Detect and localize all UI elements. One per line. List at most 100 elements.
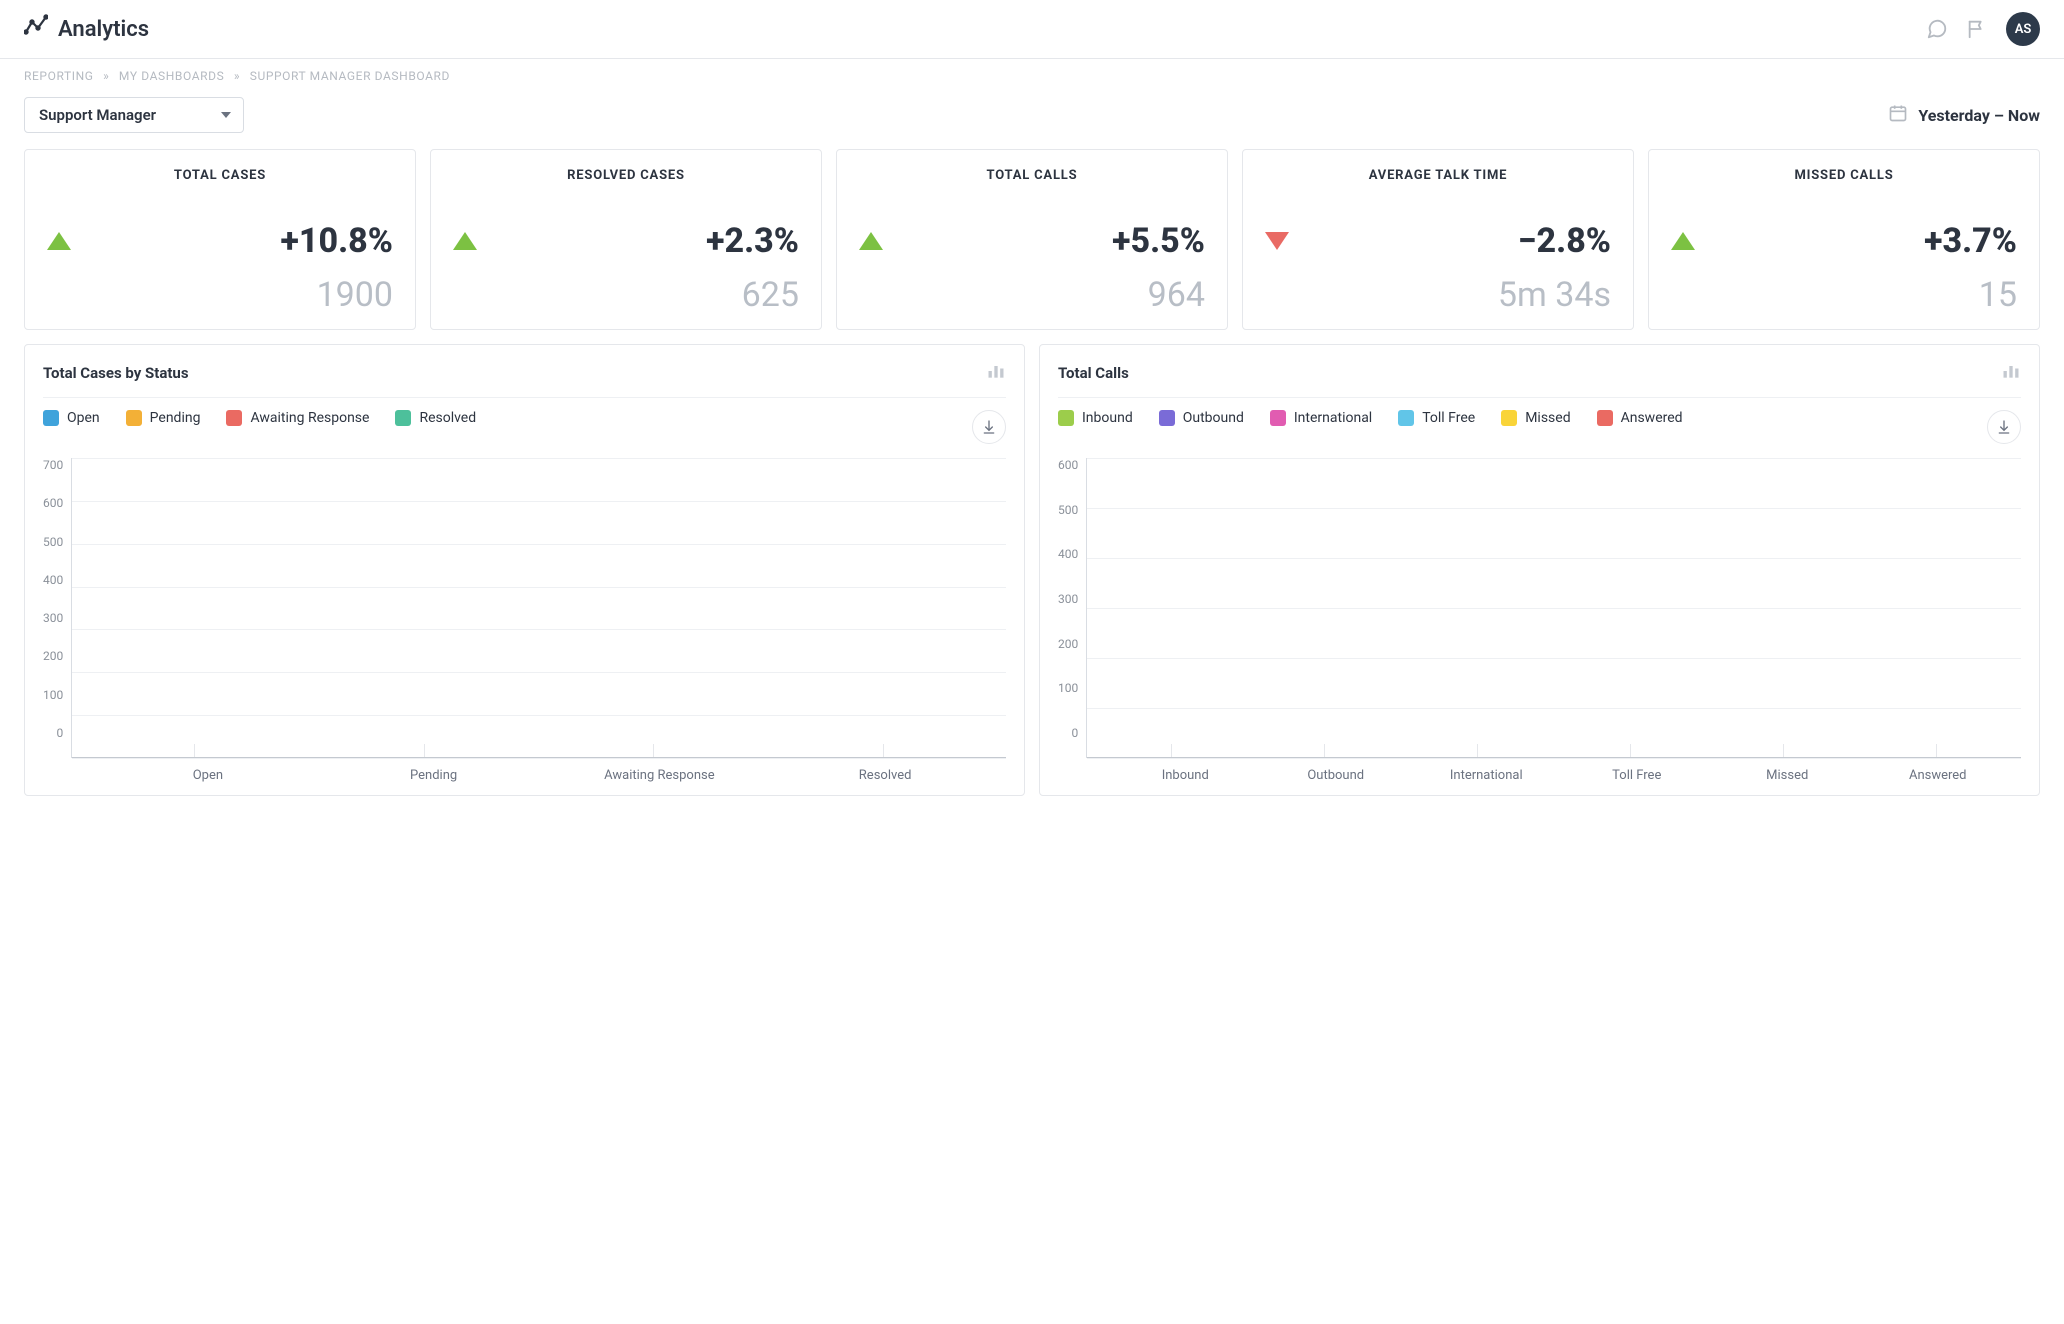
y-tick-label: 600 — [1058, 458, 1078, 472]
kpi-row: TOTAL CASES +10.8% 1900 RESOLVED CASES +2.3%… — [0, 149, 2064, 330]
flag-icon[interactable] — [1966, 18, 1988, 40]
x-tick-label: International — [1411, 768, 1562, 783]
legend-item[interactable]: International — [1270, 410, 1372, 426]
y-tick-label: 300 — [43, 611, 63, 625]
legend: Inbound Outbound International Toll Free Mis… — [1058, 410, 1975, 426]
kpi-value: 5m 34s — [1265, 275, 1611, 315]
kpi-card[interactable]: MISSED CALLS +3.7% 15 — [1648, 149, 2040, 330]
kpi-card[interactable]: TOTAL CALLS +5.5% 964 — [836, 149, 1228, 330]
kpi-delta: −2.8% — [1303, 221, 1611, 261]
breadcrumb: REPORTING » MY DASHBOARDS » SUPPORT MANA… — [0, 59, 2064, 89]
x-tick-label: Resolved — [772, 768, 998, 783]
trend-up-icon — [859, 232, 883, 250]
trend-down-icon — [1265, 232, 1289, 250]
legend-item[interactable]: Answered — [1597, 410, 1683, 426]
legend-label: Resolved — [419, 410, 476, 426]
legend-item[interactable]: Inbound — [1058, 410, 1133, 426]
legend-item[interactable]: Outbound — [1159, 410, 1244, 426]
legend-item[interactable]: Pending — [126, 410, 201, 426]
chart-card-cases: Total Cases by Status OpenPendingAwaitin… — [24, 344, 1025, 796]
y-tick-label: 200 — [1058, 637, 1078, 651]
plot-area — [1086, 458, 2021, 758]
legend-item[interactable]: Toll Free — [1398, 410, 1475, 426]
kpi-delta: +2.3% — [491, 221, 799, 261]
kpi-title: RESOLVED CASES — [453, 168, 799, 183]
legend-item[interactable]: Missed — [1501, 410, 1570, 426]
kpi-card[interactable]: TOTAL CASES +10.8% 1900 — [24, 149, 416, 330]
bar-chart-icon[interactable] — [2001, 361, 2021, 385]
y-tick-label: 500 — [43, 535, 63, 549]
bar-chart-icon[interactable] — [986, 361, 1006, 385]
controls-row: Support Manager Yesterday – Now — [0, 89, 2064, 149]
legend-label: Inbound — [1082, 410, 1133, 426]
y-tick-label: 300 — [1058, 592, 1078, 606]
legend-label: Toll Free — [1422, 410, 1475, 426]
y-tick-label: 500 — [1058, 503, 1078, 517]
kpi-delta: +10.8% — [85, 221, 393, 261]
dashboard-select-label: Support Manager — [39, 106, 156, 124]
kpi-title: AVERAGE TALK TIME — [1265, 168, 1611, 183]
y-tick-label: 100 — [1058, 681, 1078, 695]
kpi-card[interactable]: AVERAGE TALK TIME −2.8% 5m 34s — [1242, 149, 1634, 330]
date-range[interactable]: Yesterday – Now — [1888, 103, 2040, 127]
avatar[interactable]: AS — [2006, 12, 2040, 46]
y-tick-label: 400 — [43, 573, 63, 587]
y-tick-label: 200 — [43, 649, 63, 663]
x-tick-label: Open — [95, 768, 321, 783]
dashboard-select[interactable]: Support Manager — [24, 97, 244, 133]
download-button[interactable] — [972, 410, 1006, 444]
chat-icon[interactable] — [1926, 18, 1948, 40]
kpi-title: MISSED CALLS — [1671, 168, 2017, 183]
y-axis: 7006005004003002001000 — [43, 458, 71, 758]
y-tick-label: 600 — [43, 496, 63, 510]
trend-up-icon — [47, 232, 71, 250]
legend-swatch — [1270, 410, 1286, 426]
kpi-card[interactable]: RESOLVED CASES +2.3% 625 — [430, 149, 822, 330]
legend-swatch — [226, 410, 242, 426]
kpi-title: TOTAL CALLS — [859, 168, 1205, 183]
legend-item[interactable]: Open — [43, 410, 100, 426]
x-tick-label: Toll Free — [1562, 768, 1713, 783]
legend-swatch — [1058, 410, 1074, 426]
legend-item[interactable]: Awaiting Response — [226, 410, 369, 426]
x-tick-label: Missed — [1712, 768, 1863, 783]
date-range-label: Yesterday – Now — [1918, 106, 2040, 125]
x-tick-label: Answered — [1863, 768, 2014, 783]
page-title-wrap: Analytics — [24, 14, 149, 44]
trend-up-icon — [1671, 232, 1695, 250]
breadcrumb-item[interactable]: MY DASHBOARDS — [119, 69, 224, 83]
x-tick-label: Awaiting Response — [547, 768, 773, 783]
breadcrumb-item[interactable]: REPORTING — [24, 69, 94, 83]
legend-label: Awaiting Response — [250, 410, 369, 426]
legend-label: International — [1294, 410, 1372, 426]
analytics-icon — [24, 14, 48, 44]
breadcrumb-item[interactable]: SUPPORT MANAGER DASHBOARD — [250, 69, 450, 83]
x-tick-label: Inbound — [1110, 768, 1261, 783]
header-actions: AS — [1926, 12, 2040, 46]
y-tick-label: 100 — [43, 688, 63, 702]
charts-row: Total Cases by Status OpenPendingAwaitin… — [0, 330, 2064, 820]
legend-label: Pending — [150, 410, 201, 426]
chart-card-calls: Total Calls InboundOutboundInternational… — [1039, 344, 2040, 796]
download-button[interactable] — [1987, 410, 2021, 444]
x-tick-label: Outbound — [1261, 768, 1412, 783]
legend-swatch — [43, 410, 59, 426]
breadcrumb-sep: » — [97, 69, 115, 83]
breadcrumb-sep: » — [228, 69, 246, 83]
legend: Open Pending Awaiting Response Resolved — [43, 410, 960, 426]
kpi-delta: +5.5% — [897, 221, 1205, 261]
chart-body: 7006005004003002001000 — [43, 458, 1006, 758]
kpi-value: 625 — [453, 275, 799, 315]
kpi-delta: +3.7% — [1709, 221, 2017, 261]
kpi-value: 964 — [859, 275, 1205, 315]
kpi-value: 1900 — [47, 275, 393, 315]
y-tick-label: 0 — [1071, 726, 1078, 740]
page-title: Analytics — [58, 17, 149, 42]
legend-label: Open — [67, 410, 100, 426]
x-axis: OpenPendingAwaiting ResponseResolved — [87, 758, 1006, 783]
legend-item[interactable]: Resolved — [395, 410, 476, 426]
header: Analytics AS — [0, 0, 2064, 59]
kpi-title: TOTAL CASES — [47, 168, 393, 183]
kpi-value: 15 — [1671, 275, 2017, 315]
y-axis: 6005004003002001000 — [1058, 458, 1086, 758]
